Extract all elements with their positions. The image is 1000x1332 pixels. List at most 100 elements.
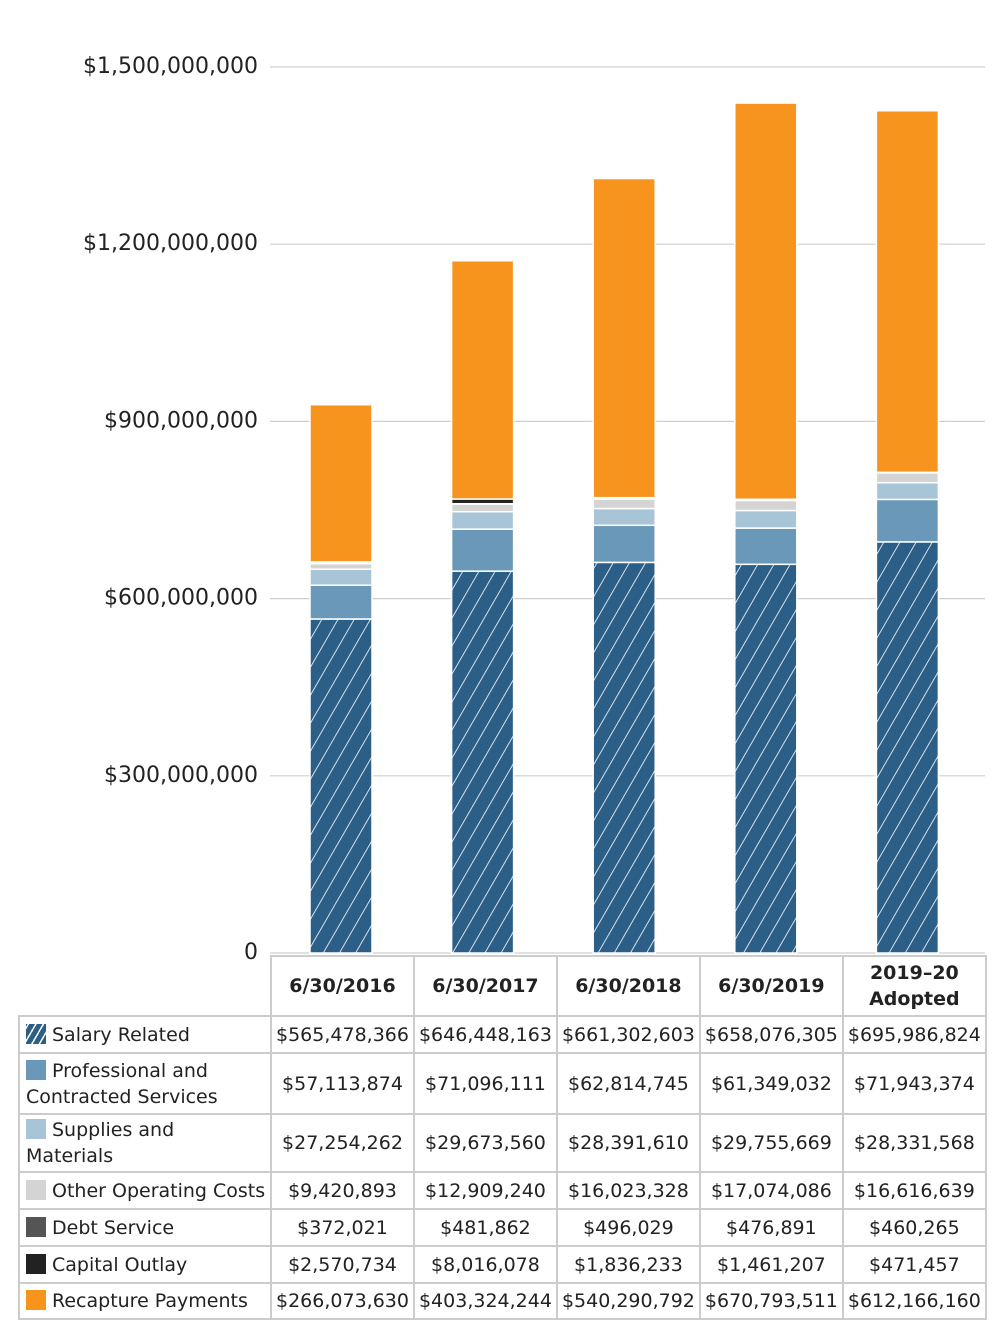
bar-segment: [734, 563, 798, 954]
value-cell: $28,391,610: [555, 1113, 701, 1173]
value-cell: $57,113,874: [270, 1052, 415, 1115]
bar-segment: [592, 561, 656, 954]
value-cell: $540,290,792: [555, 1282, 701, 1320]
bar-segment: [734, 499, 798, 512]
bar-segment: [309, 584, 373, 620]
bar-segment: [875, 481, 940, 501]
value-cell: $670,793,511: [698, 1282, 844, 1320]
value-cell: $471,457: [841, 1245, 987, 1284]
value-cell: $481,862: [412, 1208, 558, 1247]
value-cell: $266,073,630: [270, 1282, 415, 1320]
series-cell: Supplies and Materials: [18, 1113, 272, 1173]
value-cell: $646,448,163: [412, 1015, 558, 1054]
y-tick-label: $300,000,000: [104, 763, 258, 788]
series-cell: Debt Service: [18, 1208, 272, 1247]
legend-label: Recapture Payments: [52, 1290, 248, 1312]
bar-segment: [309, 403, 373, 563]
chart: 0 $300,000,000 $600,000,000 $900,000,000 $1,…: [83, 54, 985, 960]
series-cell: Professional and Contracted Services: [18, 1052, 272, 1115]
bar-segment: [309, 562, 373, 570]
legend-label: Debt Service: [52, 1216, 175, 1239]
value-cell: $496,029: [555, 1208, 701, 1247]
legend-label: Supplies and Materials: [26, 1119, 175, 1167]
bar-segment: [592, 524, 656, 564]
value-cell: $12,909,240: [412, 1171, 558, 1210]
y-tick-label: $1,500,000,000: [83, 54, 258, 79]
value-cell: $565,478,366: [270, 1015, 415, 1054]
bar-segment: [875, 541, 940, 954]
bar-segment: [592, 498, 656, 510]
bar-segment: [309, 568, 373, 587]
value-cell: $460,265: [841, 1208, 987, 1247]
bar-segment: [875, 498, 940, 543]
value-cell: $71,943,374: [841, 1052, 987, 1115]
bar-segment: [875, 472, 940, 484]
blank-cell: [19, 956, 272, 1017]
y-tick-label: 0: [244, 940, 258, 960]
table-row: Other Operating Costs $9,420,893 $12,909,2…: [18, 1171, 987, 1210]
legend-swatch: [26, 1179, 46, 1200]
bar-segment: [450, 503, 515, 513]
legend-swatch: [26, 1023, 46, 1044]
legend-swatch: [26, 1216, 46, 1237]
y-tick-label: $600,000,000: [104, 586, 258, 611]
legend-swatch: [26, 1290, 46, 1310]
series-cell: Salary Related: [18, 1015, 272, 1054]
legend-swatch: [26, 1059, 46, 1080]
value-cell: $61,349,032: [698, 1052, 844, 1115]
value-cell: $403,324,244: [412, 1282, 558, 1320]
y-tick-label: $900,000,000: [104, 408, 258, 433]
series-cell: Other Operating Costs: [18, 1171, 272, 1210]
table-row: Recapture Payments $266,073,630 $403,324,2…: [18, 1282, 987, 1320]
column-header: 6/30/2017: [412, 955, 558, 1017]
value-cell: $27,254,262: [270, 1113, 415, 1173]
table-row: Debt Service $372,021 $481,862 $496,029 $476…: [18, 1208, 987, 1247]
value-cell: $16,616,639: [841, 1171, 987, 1210]
series-cell: Recapture Payments: [18, 1282, 272, 1320]
legend-swatch: [26, 1253, 46, 1274]
value-cell: $28,331,568: [841, 1113, 987, 1173]
column-header: 6/30/2016: [270, 955, 415, 1017]
column-header: 6/30/2018: [555, 955, 701, 1017]
value-cell: $658,076,305: [698, 1015, 844, 1054]
table-row: Supplies and Materials $27,254,262 $29,673…: [18, 1113, 987, 1173]
table-row: Capital Outlay $2,570,734 $8,016,078 $1,836…: [18, 1245, 987, 1284]
bar-segment: [592, 507, 656, 527]
value-cell: $17,074,086: [698, 1171, 844, 1210]
bar-segment: [450, 260, 515, 500]
bar-segment: [450, 510, 515, 530]
value-cell: $476,891: [698, 1208, 844, 1247]
value-cell: $2,570,734: [270, 1245, 415, 1284]
value-cell: $62,814,745: [555, 1052, 701, 1115]
value-cell: $71,096,111: [412, 1052, 558, 1115]
bar-segment: [734, 102, 798, 501]
data-table: 6/30/2016 6/30/2017 6/30/2018 6/30/2019 2019…: [18, 955, 987, 1320]
value-cell: $8,016,078: [412, 1245, 558, 1284]
bar-segment: [450, 570, 515, 954]
value-cell: $695,986,824: [841, 1015, 987, 1054]
value-cell: $29,755,669: [698, 1113, 844, 1173]
column-header: 6/30/2019: [698, 955, 844, 1017]
bar-segment: [309, 618, 373, 954]
value-cell: $1,836,233: [555, 1245, 701, 1284]
column-header: 2019–20 Adopted: [841, 955, 987, 1017]
bar-segment: [875, 109, 940, 474]
value-cell: $9,420,893: [270, 1171, 415, 1210]
value-cell: $612,166,160: [841, 1282, 987, 1320]
legend-label: Professional and Contracted Services: [26, 1059, 218, 1108]
value-cell: $29,673,560: [412, 1113, 558, 1173]
table-row: Salary Related $565,478,366 $646,448,163 $6…: [18, 1015, 987, 1054]
legend-swatch: [26, 1119, 46, 1139]
table-row: Professional and Contracted Services $57,…: [18, 1052, 987, 1115]
value-cell: $372,021: [270, 1208, 415, 1247]
bar-segment: [734, 509, 798, 529]
value-cell: $16,023,328: [555, 1171, 701, 1210]
bar-segment: [450, 528, 515, 572]
value-cell: $1,461,207: [698, 1245, 844, 1284]
series-cell: Capital Outlay: [18, 1245, 272, 1284]
bar-segment: [734, 527, 798, 566]
legend-label: Capital Outlay: [52, 1253, 188, 1276]
bar-segment: [592, 177, 656, 499]
value-cell: $661,302,603: [555, 1015, 701, 1054]
